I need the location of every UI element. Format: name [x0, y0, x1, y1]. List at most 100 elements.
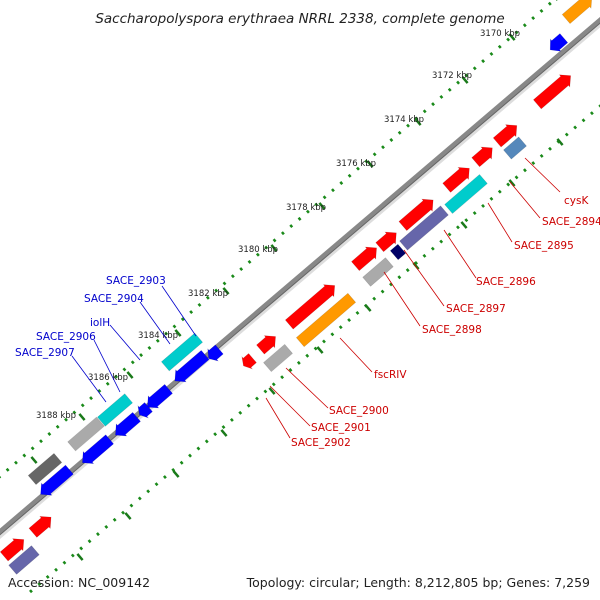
- tick-arc-inner: [29, 104, 600, 594]
- major-tick-inner: [508, 179, 516, 187]
- gene-feature: [8, 545, 40, 575]
- gene-label: SACE_2904: [84, 293, 144, 305]
- gene-label: SACE_2896: [476, 276, 536, 288]
- leader-line: [139, 301, 171, 345]
- major-tick-outer: [78, 413, 86, 421]
- major-ticks: [30, 0, 564, 561]
- gene-label: fscRIV: [374, 369, 407, 381]
- gene-feature: [40, 464, 74, 496]
- ruler-label: 3180 kbp: [238, 245, 278, 255]
- gene-feature: [256, 335, 276, 355]
- gene-feature: [362, 257, 394, 287]
- ruler-label: 3182 kbp: [188, 289, 228, 299]
- gene-feature: [137, 402, 153, 419]
- major-tick-inner: [316, 346, 324, 354]
- leader-line: [71, 355, 107, 403]
- ruler-label: 3172 kbp: [432, 71, 472, 81]
- gene-feature: [67, 416, 105, 452]
- leader-line: [161, 285, 197, 337]
- tick-arc-outer: [0, 0, 557, 479]
- gene-feature: [398, 198, 434, 232]
- gene-feature: [284, 284, 336, 330]
- gene-feature: [263, 343, 293, 373]
- gene-label: SACE_2898: [422, 324, 482, 336]
- gene-feature: [532, 74, 572, 110]
- leader-line: [487, 202, 513, 243]
- major-tick-outer: [30, 456, 38, 464]
- gene-feature: [444, 174, 488, 214]
- ruler-labels: 3170 kbp 3172 kbp 3174 kbp 3176 kbp 3178 kbp…: [36, 29, 520, 421]
- leader-line: [93, 339, 121, 393]
- gene-feature: [561, 0, 592, 25]
- gene-feature: [27, 452, 63, 486]
- major-tick-outer: [318, 202, 326, 210]
- gene-label: cysK: [564, 195, 589, 207]
- major-tick-inner: [460, 221, 468, 229]
- major-tick-inner: [76, 553, 84, 561]
- accession-text: Accession: NC_009142: [8, 575, 150, 590]
- gene-feature: [399, 205, 449, 251]
- ruler-label: 3174 kbp: [384, 115, 424, 125]
- gene-label: SACE_2902: [291, 437, 351, 449]
- gene-feature: [492, 124, 518, 148]
- leader-line: [265, 397, 291, 439]
- gene-label: iolH: [90, 317, 110, 329]
- gene-features: [0, 0, 592, 575]
- major-tick-outer: [508, 33, 516, 41]
- major-tick-inner: [220, 429, 228, 437]
- gene-feature: [471, 146, 493, 168]
- gene-label: SACE_2894: [542, 216, 600, 228]
- gene-feature: [174, 349, 210, 383]
- gene-feature: [97, 393, 133, 427]
- gene-feature: [503, 136, 527, 160]
- gene-label: SACE_2895: [514, 240, 574, 252]
- gene-feature: [295, 292, 357, 348]
- map-title: Saccharopolyspora erythraea NRRL 2338, c…: [95, 11, 504, 27]
- gene-label: SACE_2906: [36, 331, 96, 343]
- major-tick-outer: [366, 160, 374, 168]
- gene-feature: [82, 434, 114, 464]
- leader-line: [443, 229, 477, 279]
- gene-feature: [147, 383, 173, 409]
- gene-feature: [115, 411, 141, 437]
- gene-feature: [0, 538, 25, 562]
- major-tick-outer: [126, 371, 134, 379]
- gene-feature: [389, 243, 407, 261]
- major-tick-inner: [172, 470, 180, 478]
- major-tick-inner: [364, 304, 372, 312]
- ruler-label: 3186 kbp: [88, 373, 128, 383]
- gene-labels: cysK SACE_2894 SACE_2895 SACE_2896 SACE_2897…: [15, 195, 600, 449]
- ruler-label: 3184 kbp: [138, 331, 178, 341]
- leader-line: [524, 157, 561, 193]
- major-tick-inner: [124, 512, 132, 520]
- ruler-label: 3178 kbp: [286, 203, 326, 213]
- gene-feature: [160, 332, 204, 372]
- gene-feature: [28, 515, 52, 538]
- leader-line: [109, 324, 141, 361]
- major-tick-outer: [174, 329, 182, 337]
- leader-line: [339, 337, 373, 373]
- gene-label: SACE_2900: [329, 405, 389, 417]
- ruler-label: 3170 kbp: [480, 29, 520, 39]
- leader-line: [509, 181, 541, 219]
- gene-feature: [375, 231, 397, 253]
- major-tick-inner: [556, 138, 564, 146]
- gene-label: SACE_2901: [311, 422, 371, 434]
- leader-line: [269, 385, 311, 427]
- major-tick-inner: [268, 387, 276, 395]
- gene-feature: [207, 344, 224, 362]
- gene-label: SACE_2897: [446, 303, 506, 315]
- genome-summary-text: Topology: circular; Length: 8,212,805 bp…: [246, 575, 590, 590]
- gene-feature: [241, 353, 257, 370]
- leader-line: [285, 367, 329, 409]
- major-tick-outer: [461, 76, 469, 84]
- ruler-label: 3176 kbp: [336, 159, 376, 169]
- gene-feature: [549, 33, 569, 52]
- gene-label: SACE_2903: [106, 275, 166, 287]
- leader-line: [403, 249, 445, 307]
- major-tick-outer: [414, 118, 422, 126]
- gene-label: SACE_2907: [15, 347, 75, 359]
- major-tick-outer: [222, 287, 230, 295]
- gene-feature: [351, 246, 377, 272]
